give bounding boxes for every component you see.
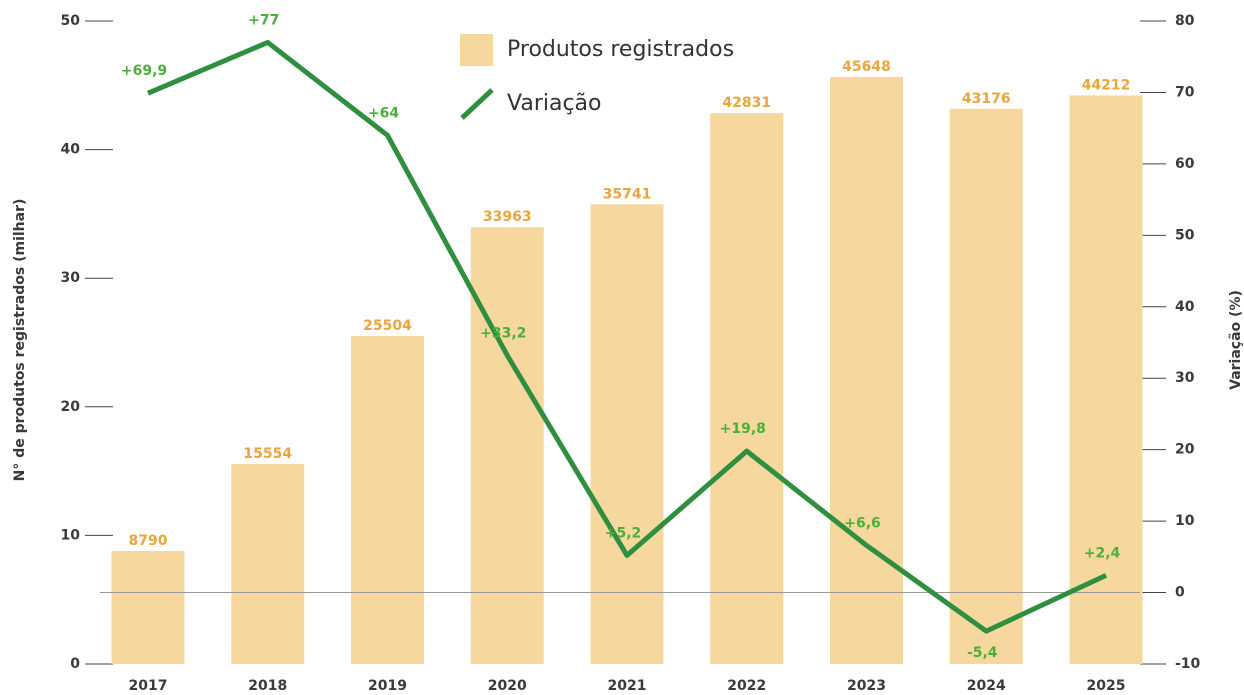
legend-swatch — [460, 34, 493, 66]
y2-tick-label: 60 — [1175, 156, 1195, 172]
y-axis-title: N° de produtos registrados (milhar) — [12, 199, 28, 482]
line-value-label: +5,2 — [605, 525, 642, 541]
y2-tick-label: 70 — [1175, 84, 1195, 100]
y2-axis-title: Variação (%) — [1228, 290, 1244, 390]
x-tick-label: 2024 — [967, 678, 1006, 694]
bar — [830, 77, 903, 664]
bar-value-label: 42831 — [722, 95, 771, 111]
legend-label: Produtos registrados — [507, 37, 734, 62]
y-tick-label: 40 — [61, 142, 81, 158]
line-value-label: -5,4 — [967, 645, 998, 661]
bar-value-label: 44212 — [1082, 77, 1131, 93]
y2-tick-label: 0 — [1175, 585, 1185, 601]
y2-tick-label: 10 — [1175, 513, 1195, 529]
y2-tick-label: -10 — [1175, 656, 1201, 672]
bar — [112, 551, 185, 664]
line-value-label: +19,8 — [720, 421, 766, 437]
y2-tick-label: 30 — [1175, 370, 1195, 386]
line-value-label: +64 — [368, 105, 399, 121]
x-tick-label: 2021 — [608, 678, 647, 694]
bar-value-label: 25504 — [363, 318, 412, 334]
bar-value-label: 35741 — [603, 186, 652, 202]
y2-tick-label: 20 — [1175, 442, 1195, 458]
chart: N° de produtos registrados (milhar) Vari… — [0, 0, 1244, 695]
bar — [231, 464, 304, 664]
bar-value-label: 33963 — [483, 209, 532, 225]
bar — [710, 113, 783, 664]
bar — [950, 109, 1023, 664]
x-tick-label: 2018 — [248, 678, 287, 694]
y2-tick-label: 40 — [1175, 299, 1195, 315]
x-tick-label: 2025 — [1087, 678, 1126, 694]
y-tick-label: 50 — [61, 13, 81, 29]
y-tick-label: 20 — [61, 399, 81, 415]
x-tick-label: 2020 — [488, 678, 527, 694]
y-tick-label: 10 — [61, 527, 81, 543]
x-tick-label: 2019 — [368, 678, 407, 694]
y2-tick-label: 50 — [1175, 227, 1195, 243]
bar-value-label: 15554 — [243, 446, 292, 462]
bar-value-label: 8790 — [129, 533, 168, 549]
x-tick-label: 2023 — [847, 678, 886, 694]
line-value-label: +6,6 — [844, 515, 881, 531]
line-value-label: +77 — [248, 12, 279, 28]
y-tick-label: 30 — [61, 270, 81, 286]
bar — [591, 204, 664, 664]
line-value-label: +33,2 — [480, 325, 526, 341]
line-value-label: +69,9 — [121, 63, 167, 79]
bar — [471, 227, 544, 664]
legend-swatch — [462, 90, 492, 118]
bar — [1070, 95, 1143, 664]
x-tick-label: 2022 — [727, 678, 766, 694]
bar-value-label: 43176 — [962, 91, 1011, 107]
line-value-label: +2,4 — [1084, 545, 1121, 561]
bar-value-label: 45648 — [842, 59, 891, 75]
y-tick-label: 0 — [70, 656, 80, 672]
legend-label: Variação — [507, 91, 602, 116]
y2-tick-label: 80 — [1175, 13, 1195, 29]
bar — [351, 336, 424, 664]
x-tick-label: 2017 — [129, 678, 168, 694]
